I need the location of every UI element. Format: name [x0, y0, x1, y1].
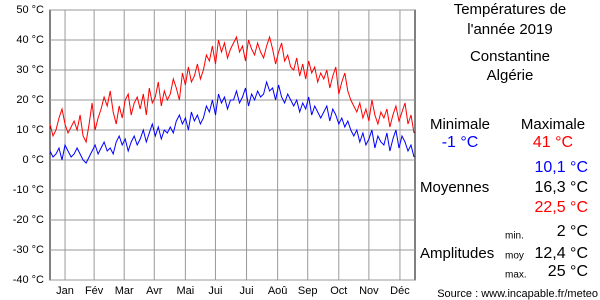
stat-label: moy [505, 251, 524, 262]
stat-value: 16,3 °C [534, 179, 588, 196]
line-series [49, 80, 415, 164]
line-series [49, 35, 415, 144]
x-tick-label: Aoû [268, 285, 288, 297]
x-tick-label: Avr [146, 285, 163, 297]
stat-label: Minimale [430, 116, 490, 133]
location: Constantine [470, 48, 550, 65]
x-tick-label: Jui [240, 285, 254, 297]
x-tick-label: Oct [330, 285, 347, 297]
x-tick-label: Jui [208, 285, 222, 297]
stat-label: min. [505, 231, 524, 242]
location: Algérie [487, 67, 534, 84]
x-tick-label: Fév [85, 285, 104, 297]
y-tick-label: -40 °C [13, 274, 44, 286]
source: Source : www.incapable.fr/meteo [437, 288, 598, 300]
y-tick-label: -10 °C [13, 184, 44, 196]
y-tick-label: 30 °C [16, 64, 44, 76]
stat-value: 25 °C [548, 263, 588, 280]
x-tick-label: Jan [56, 285, 74, 297]
x-tick-label: Déc [390, 285, 410, 297]
y-tick-label: 10 °C [16, 124, 44, 136]
stat-value: 41 °C [533, 134, 573, 151]
stat-value: 22,5 °C [534, 199, 588, 216]
plot [49, 9, 415, 281]
stat-label: Maximale [521, 116, 585, 133]
stat-label: Amplitudes [420, 245, 494, 262]
plot-frame [49, 9, 416, 281]
x-tick-label: Nov [359, 285, 379, 297]
x-tick-label: Sep [298, 285, 318, 297]
title: Températures de [454, 1, 567, 18]
x-tick-label: Mai [177, 285, 195, 297]
y-tick-label: -30 °C [13, 244, 44, 256]
stat-value: 2 °C [557, 223, 588, 240]
x-tick-label: Mar [115, 285, 134, 297]
stat-label: Moyennes [420, 179, 489, 196]
y-tick-label: 0 °C [22, 154, 44, 166]
stat-value: -1 °C [442, 134, 479, 151]
stat-value: 12,4 °C [534, 245, 588, 262]
y-tick-label: 40 °C [16, 34, 44, 46]
y-tick-label: 20 °C [16, 94, 44, 106]
y-tick-label: 50 °C [16, 4, 44, 16]
stat-value: 10,1 °C [534, 159, 588, 176]
stat-label: max. [505, 270, 527, 281]
title: l'année 2019 [467, 21, 552, 38]
y-tick-label: -20 °C [13, 214, 44, 226]
